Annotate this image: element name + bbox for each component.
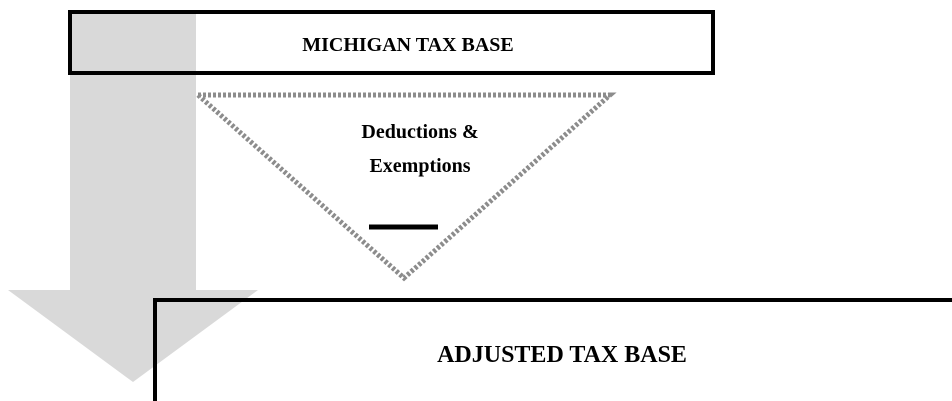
triangle-label-line: Exemptions: [369, 155, 470, 177]
triangle-label-line: Deductions &: [361, 121, 478, 143]
top-box-label: MICHIGAN TAX BASE: [302, 34, 514, 56]
bottom-box: [153, 298, 952, 401]
deductions-triangle: [191, 92, 617, 282]
top-box: [68, 10, 715, 75]
bottom-box-label: ADJUSTED TAX BASE: [437, 342, 687, 368]
down-arrow: [8, 10, 258, 382]
